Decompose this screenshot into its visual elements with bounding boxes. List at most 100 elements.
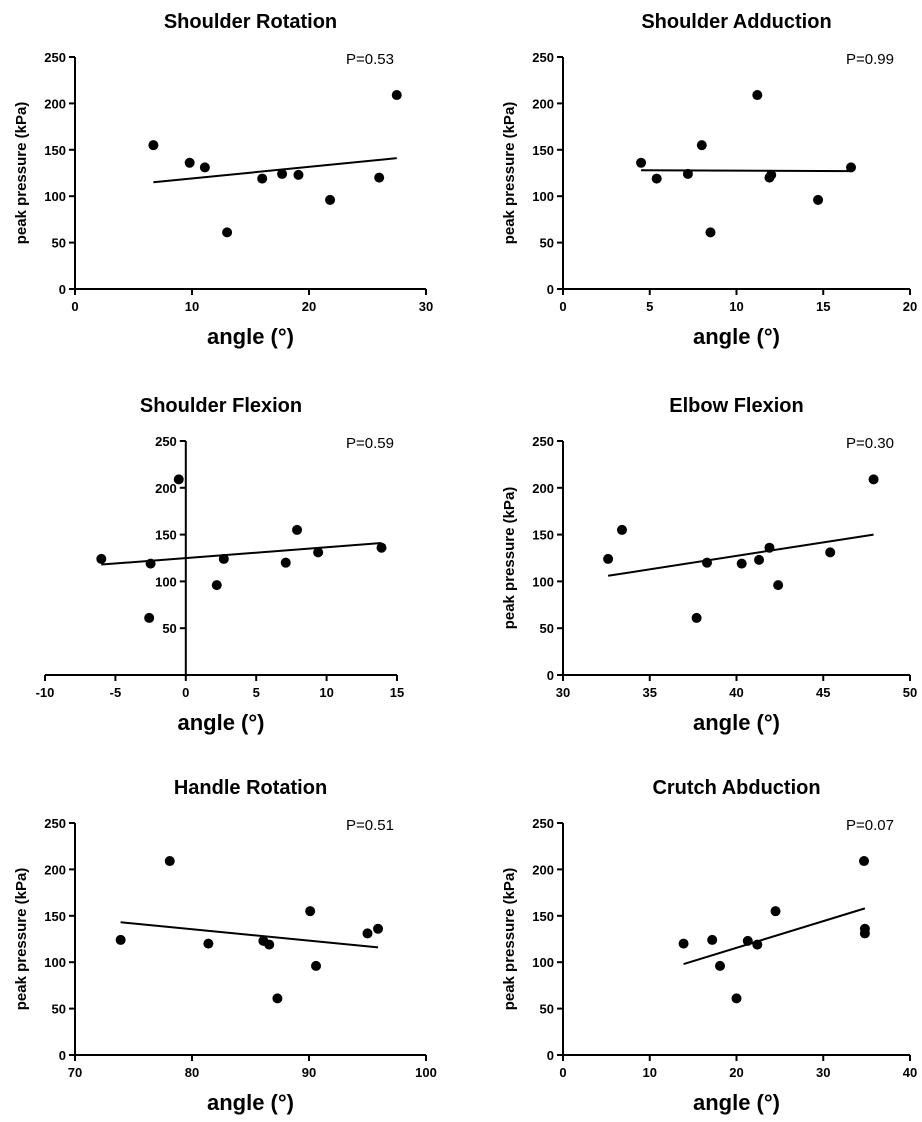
data-point: [707, 934, 718, 945]
regression-line: [101, 542, 382, 566]
data-point: [770, 906, 781, 917]
x-tick-label: 5: [646, 299, 653, 314]
data-point: [311, 960, 322, 971]
x-tick-label: -10: [36, 685, 55, 700]
y-tick-label: 0: [547, 282, 554, 297]
chart-panel-6: Crutch Abduction 0 10 20 30 40 0 50 100 150 200 250…: [501, 777, 917, 1115]
x-tick-label: 30: [419, 299, 433, 314]
data-point: [603, 553, 614, 564]
data-point: [682, 168, 693, 179]
y-tick-label: 250: [532, 434, 554, 449]
y-tick-label: 0: [59, 1048, 66, 1063]
y-tick-label: 150: [44, 143, 66, 158]
y-tick-label: 200: [532, 96, 554, 111]
y-tick-label: 150: [44, 909, 66, 924]
data-point: [264, 939, 275, 950]
chart-title: Elbow Flexion: [669, 395, 803, 417]
data-point: [280, 557, 291, 568]
data-point: [374, 172, 385, 183]
data-point: [164, 856, 175, 867]
data-point: [218, 553, 229, 564]
data-point: [115, 934, 126, 945]
data-point: [846, 162, 857, 173]
x-axis-label: angle (°): [177, 710, 264, 735]
y-tick-label: 250: [44, 816, 66, 831]
p-value-annotation: P=0.30: [846, 435, 894, 452]
y-tick-label: 200: [155, 481, 177, 496]
y-tick-label: 250: [155, 434, 177, 449]
y-tick-label: 200: [532, 862, 554, 877]
p-value-annotation: P=0.51: [346, 817, 394, 834]
x-tick-label: 30: [816, 1065, 830, 1080]
x-tick-label: 40: [903, 1065, 917, 1080]
x-tick-label: -5: [110, 685, 122, 700]
y-tick-label: 100: [44, 955, 66, 970]
y-axis-label: peak pressure (kPa): [501, 868, 518, 1011]
data-point: [702, 557, 713, 568]
y-tick-label: 50: [540, 1002, 554, 1017]
y-tick-label: 0: [547, 668, 554, 683]
data-point: [742, 935, 753, 946]
data-point: [616, 524, 627, 535]
y-tick-label: 250: [44, 50, 66, 65]
x-tick-label: 35: [643, 685, 657, 700]
y-axis-label: peak pressure (kPa): [13, 868, 30, 1011]
x-tick-label: 0: [71, 299, 78, 314]
data-point: [199, 162, 210, 173]
x-axis-label: angle (°): [693, 710, 780, 735]
data-point: [636, 157, 647, 168]
data-point: [754, 554, 765, 565]
x-tick-label: 15: [390, 685, 404, 700]
data-point: [148, 140, 159, 151]
y-axis-label: peak pressure (kPa): [501, 102, 518, 245]
data-point: [752, 939, 763, 950]
y-tick-label: 150: [532, 909, 554, 924]
data-point: [203, 938, 214, 949]
data-point: [752, 90, 763, 101]
chart-title: Shoulder Flexion: [140, 395, 302, 417]
data-point: [859, 856, 870, 867]
data-point: [868, 474, 879, 485]
data-point: [696, 140, 707, 151]
data-point: [211, 580, 222, 591]
y-tick-label: 200: [44, 862, 66, 877]
data-point: [96, 553, 107, 564]
y-tick-label: 200: [44, 96, 66, 111]
y-tick-label: 100: [532, 955, 554, 970]
chart-title: Shoulder Rotation: [164, 11, 337, 33]
y-tick-label: 50: [540, 236, 554, 251]
y-tick-label: 0: [547, 1048, 554, 1063]
data-point: [272, 993, 283, 1004]
chart-title: Crutch Abduction: [652, 777, 820, 799]
chart-panel-4: Elbow Flexion 30 35 40 45 50 0 50 100 150 200 250 an…: [501, 395, 917, 735]
y-tick-label: 150: [532, 143, 554, 158]
data-point: [691, 612, 702, 623]
p-value-annotation: P=0.99: [846, 51, 894, 68]
y-tick-label: 150: [532, 528, 554, 543]
data-point: [173, 474, 184, 485]
y-tick-label: 250: [532, 816, 554, 831]
data-point: [293, 169, 304, 180]
data-point: [144, 612, 155, 623]
chart-panel-1: Shoulder Rotation 0 10 20 30 0 50 100 150 200 250 a…: [13, 11, 433, 349]
x-tick-label: 10: [185, 299, 199, 314]
data-point: [292, 524, 303, 535]
y-tick-label: 100: [44, 189, 66, 204]
data-point: [391, 90, 402, 101]
data-point: [145, 558, 156, 569]
regression-line: [607, 533, 874, 577]
data-point: [825, 547, 836, 558]
x-tick-label: 30: [556, 685, 570, 700]
x-tick-label: 10: [643, 1065, 657, 1080]
data-point: [859, 928, 870, 939]
data-point: [222, 227, 233, 238]
regression-line: [120, 921, 379, 949]
x-tick-label: 10: [729, 299, 743, 314]
data-point: [362, 928, 373, 939]
regression-line: [683, 907, 866, 966]
data-point: [715, 960, 726, 971]
y-tick-label: 250: [532, 50, 554, 65]
data-point: [373, 923, 384, 934]
